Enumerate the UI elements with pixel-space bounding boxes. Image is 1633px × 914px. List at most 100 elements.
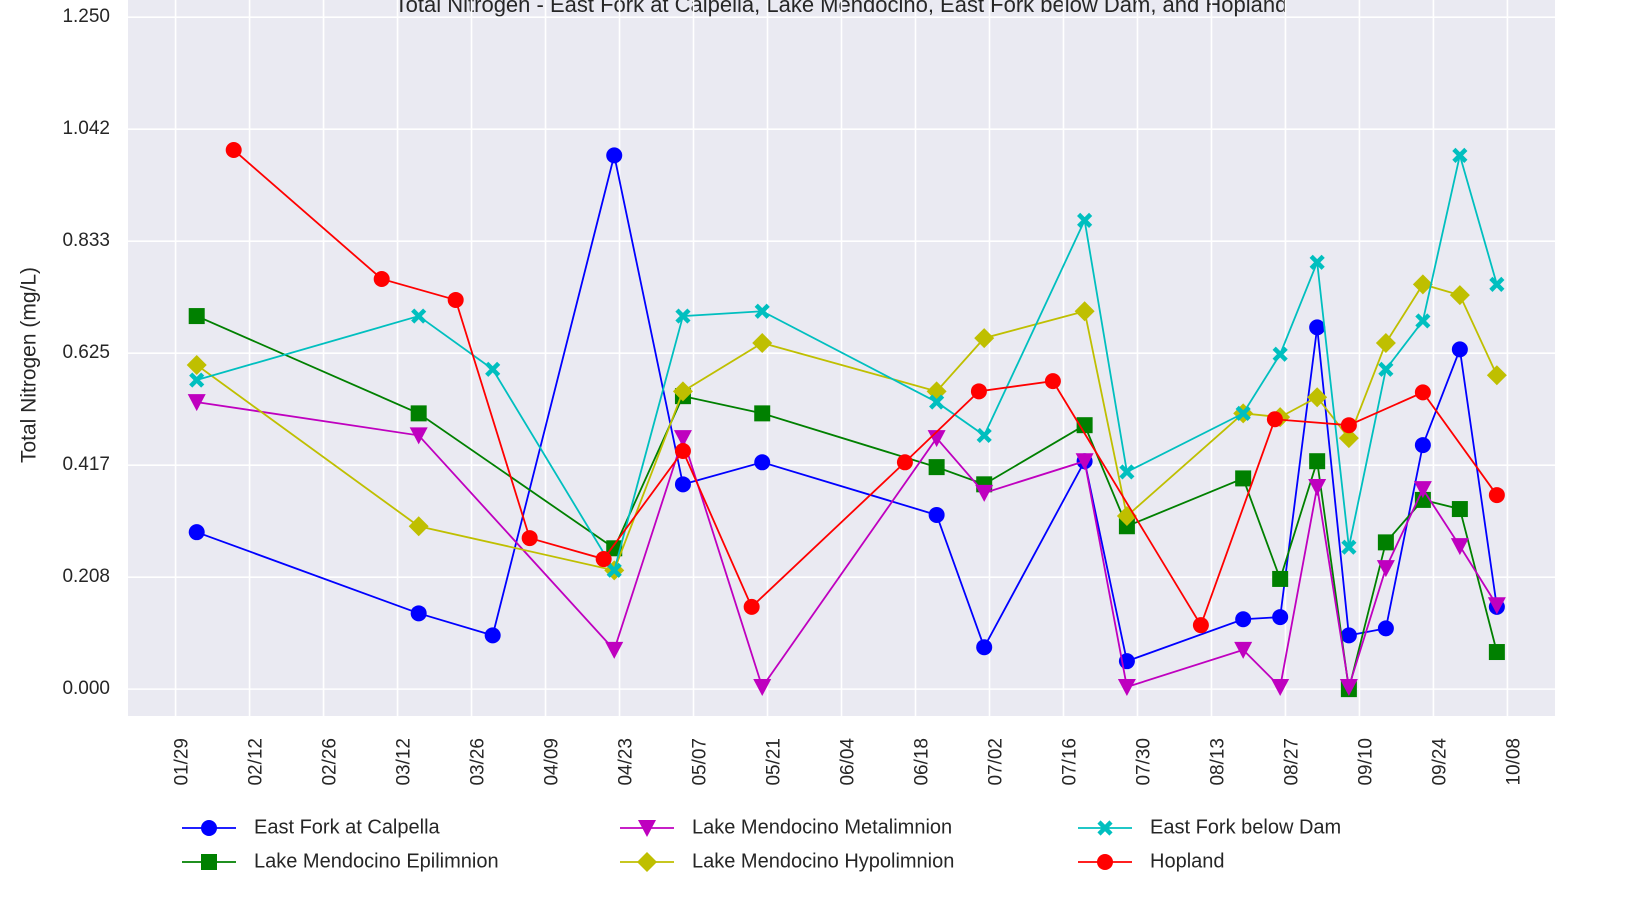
- marker: [1488, 487, 1505, 504]
- marker: [1266, 411, 1283, 428]
- marker: [1074, 301, 1095, 322]
- marker: [1309, 254, 1325, 270]
- marker: [1450, 538, 1469, 556]
- x-tick-label: 02/12: [246, 738, 267, 786]
- marker: [1451, 341, 1468, 358]
- marker: [1044, 373, 1061, 390]
- marker: [1414, 437, 1431, 454]
- marker: [974, 328, 995, 349]
- x-tick-label: 02/26: [320, 738, 341, 786]
- marker: [1119, 464, 1135, 480]
- marker: [1097, 820, 1113, 836]
- marker: [1272, 346, 1288, 362]
- legend-label: Lake Mendocino Epilimnion: [254, 850, 499, 872]
- series-line: [196, 155, 1498, 663]
- marker: [1378, 361, 1394, 377]
- marker: [976, 639, 993, 656]
- marker: [638, 820, 656, 837]
- marker: [1338, 428, 1359, 449]
- marker: [409, 427, 428, 445]
- marker: [484, 627, 501, 644]
- marker: [187, 394, 206, 412]
- y-tick-label: 0.208: [62, 566, 110, 587]
- marker: [1341, 539, 1357, 555]
- marker: [201, 854, 217, 870]
- marker: [1192, 617, 1209, 634]
- marker: [1235, 470, 1252, 487]
- marker: [1375, 332, 1396, 353]
- legend-item: East Fork at Calpella: [182, 816, 441, 838]
- marker: [1376, 560, 1395, 578]
- marker: [1413, 481, 1432, 499]
- marker: [976, 427, 992, 443]
- marker: [188, 308, 205, 325]
- marker: [637, 852, 657, 872]
- marker: [975, 484, 994, 502]
- marker: [1377, 620, 1394, 637]
- y-tick-label: 1.250: [62, 6, 110, 27]
- x-tick-label: 07/30: [1133, 738, 1154, 786]
- marker: [201, 820, 217, 836]
- marker: [1340, 627, 1357, 644]
- y-tick-label: 0.417: [62, 454, 110, 475]
- marker: [1309, 453, 1326, 470]
- marker: [606, 147, 623, 164]
- marker: [1339, 678, 1358, 696]
- marker: [1452, 147, 1468, 163]
- marker: [754, 405, 771, 422]
- x-tick-label: 07/16: [1059, 738, 1080, 786]
- legend-label: East Fork below Dam: [1150, 816, 1341, 838]
- marker: [1077, 212, 1093, 228]
- marker: [1075, 453, 1094, 471]
- marker: [896, 454, 913, 471]
- x-tick-label: 09/10: [1355, 738, 1376, 786]
- marker: [410, 405, 427, 422]
- marker: [1451, 501, 1468, 518]
- marker: [675, 308, 691, 324]
- legend-label: East Fork at Calpella: [254, 816, 441, 838]
- x-tick-label: 01/29: [172, 738, 193, 786]
- marker: [485, 361, 501, 377]
- marker: [1377, 534, 1394, 551]
- legend-item: Lake Mendocino Hypolimnion: [620, 850, 954, 872]
- y-axis-label: Total Nitrogen (mg/L): [18, 267, 41, 463]
- series-line: [196, 155, 1498, 573]
- marker: [1309, 319, 1326, 336]
- y-tick-label: 0.000: [62, 678, 110, 699]
- marker: [411, 308, 427, 324]
- marker: [1117, 678, 1136, 696]
- marker: [1234, 641, 1253, 659]
- legend-label: Lake Mendocino Hypolimnion: [692, 850, 954, 872]
- legend-label: Hopland: [1150, 850, 1225, 872]
- x-tick-label: 08/27: [1281, 738, 1302, 786]
- marker: [1308, 479, 1327, 497]
- x-tick-label: 06/18: [912, 738, 933, 786]
- x-tick-label: 10/08: [1503, 738, 1524, 786]
- marker: [595, 551, 612, 568]
- x-tick-label: 03/26: [468, 738, 489, 786]
- marker: [970, 383, 987, 400]
- marker: [674, 476, 691, 493]
- marker: [186, 354, 207, 375]
- legend-item: Lake Mendocino Epilimnion: [182, 850, 499, 872]
- x-tick-label: 07/02: [986, 738, 1007, 786]
- marker: [605, 641, 624, 659]
- marker: [408, 516, 429, 537]
- marker: [1076, 417, 1093, 434]
- x-tick-label: 09/24: [1429, 738, 1450, 786]
- marker: [606, 562, 622, 578]
- marker: [928, 459, 945, 476]
- x-tick-label: 06/04: [838, 738, 859, 786]
- marker: [1235, 611, 1252, 628]
- marker: [225, 141, 242, 158]
- legend-item: East Fork below Dam: [1078, 816, 1341, 838]
- marker: [521, 530, 538, 547]
- x-tick-label: 03/12: [394, 738, 415, 786]
- marker: [674, 442, 691, 459]
- marker: [189, 372, 205, 388]
- marker: [1097, 854, 1113, 870]
- marker: [752, 332, 773, 353]
- marker: [753, 678, 772, 696]
- x-tick-label: 08/13: [1207, 738, 1228, 786]
- marker: [1487, 597, 1506, 615]
